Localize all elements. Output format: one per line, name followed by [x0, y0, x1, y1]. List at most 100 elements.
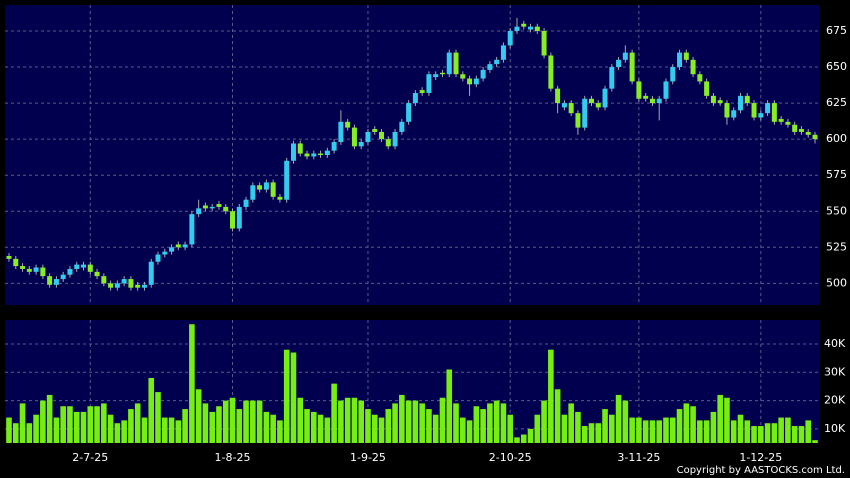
volume-bar: [798, 426, 805, 443]
candle-body: [528, 26, 534, 30]
candle-body: [453, 52, 459, 75]
candle-body: [304, 153, 310, 157]
candle-body: [297, 143, 303, 154]
candle-body: [290, 143, 296, 161]
candle-body: [263, 182, 269, 190]
candle-body: [182, 244, 188, 248]
volume-bar: [812, 440, 818, 443]
candle-body: [690, 59, 696, 75]
candle-body: [704, 81, 710, 96]
volume-bar: [290, 352, 297, 443]
candle-body: [351, 127, 357, 147]
volume-bar: [243, 400, 249, 443]
candle-body: [47, 276, 53, 285]
volume-bar: [229, 397, 236, 443]
volume-bar: [189, 324, 195, 443]
volume-bar: [520, 434, 527, 443]
candle-body: [318, 153, 324, 155]
volume-bar: [40, 400, 46, 443]
candle-body: [372, 129, 378, 132]
volume-bar: [609, 414, 615, 443]
candle-body: [812, 134, 818, 140]
y-tick-label: 550: [826, 204, 847, 217]
volume-bar: [785, 417, 791, 443]
volume-bar: [358, 400, 365, 443]
candle-body: [500, 45, 506, 60]
volume-bar: [663, 417, 669, 443]
candle-body: [758, 113, 764, 118]
volume-bar: [636, 417, 642, 443]
candle-body: [121, 279, 127, 284]
candle-body: [87, 264, 93, 272]
x-tick-label: 2-10-25: [489, 451, 532, 464]
volume-bar: [222, 400, 229, 443]
candle-body: [270, 182, 276, 197]
candle-body: [257, 185, 263, 190]
candle-body: [575, 113, 581, 128]
volume-bar: [480, 409, 486, 443]
volume-bar: [697, 420, 703, 443]
candle-body: [169, 247, 175, 252]
volume-bar: [703, 420, 710, 443]
volume-bar: [351, 397, 358, 443]
volume-bar: [791, 426, 798, 443]
volume-bar: [216, 406, 222, 443]
volume-bar: [771, 423, 778, 443]
volume-bar: [751, 426, 757, 443]
volume-bar: [758, 426, 764, 443]
candle-body: [717, 100, 723, 104]
volume-bar: [324, 417, 331, 443]
candle-body: [805, 131, 811, 135]
volume-bar: [141, 417, 148, 443]
copyright: Copyright by AASTOCKS.com Ltd.: [677, 465, 845, 476]
volume-bar: [399, 394, 405, 443]
candle-body: [555, 88, 561, 104]
candle-body: [670, 67, 676, 82]
candle-body: [230, 211, 236, 229]
candle-body: [636, 81, 642, 99]
volume-bar: [717, 394, 723, 443]
candle-body: [521, 23, 527, 27]
candle-body: [541, 30, 547, 56]
volume-bar: [12, 423, 19, 443]
candle-body: [629, 52, 635, 82]
volume-bar: [568, 403, 574, 443]
volume-bar: [73, 411, 80, 443]
candle-body: [13, 258, 19, 267]
candle-body: [710, 95, 716, 104]
candle-body: [94, 271, 100, 277]
volume-bar: [67, 406, 73, 443]
volume-bar: [168, 417, 175, 443]
candle-body: [216, 204, 222, 207]
volume-bar: [283, 349, 290, 443]
candle-body: [649, 98, 655, 104]
candle-body: [568, 103, 574, 114]
volume-bar: [473, 406, 480, 443]
volume-bar: [466, 420, 473, 443]
candle-body: [155, 254, 161, 262]
candle-body: [473, 78, 479, 85]
volume-bar: [297, 397, 304, 443]
volume-bar: [588, 423, 595, 443]
volume-bar: [493, 400, 500, 443]
volume-bar: [94, 406, 100, 443]
candle-body: [683, 52, 689, 60]
candle-body: [778, 118, 784, 122]
candle-body: [108, 283, 114, 288]
volume-bar: [534, 414, 541, 443]
volume-bar: [161, 417, 168, 443]
candle-body: [426, 74, 432, 93]
volume-bar: [175, 420, 182, 443]
candle-body: [494, 59, 500, 65]
volume-bar: [527, 428, 534, 443]
candle-body: [67, 268, 73, 275]
candle-body: [467, 78, 473, 85]
volume-bar: [676, 409, 683, 443]
volume-bar: [378, 417, 385, 443]
candle-body: [737, 95, 743, 111]
candle-body: [487, 64, 493, 70]
volume-bar: [581, 426, 588, 443]
candle-body: [677, 52, 683, 68]
volume-bar: [602, 409, 608, 443]
candle-body: [6, 255, 12, 259]
